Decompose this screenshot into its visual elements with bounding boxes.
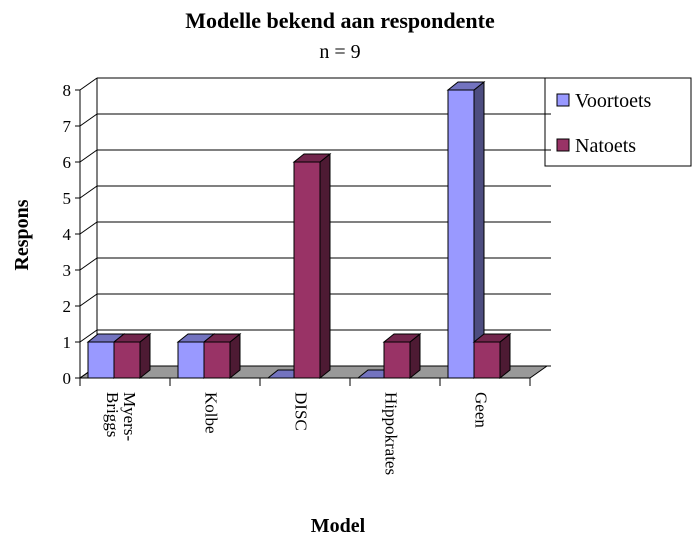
chart-title: Modelle bekend aan respondente	[185, 8, 495, 33]
y-axis-label: Respons	[11, 199, 33, 270]
bar	[203, 341, 231, 379]
grid-line	[79, 221, 98, 235]
bar	[293, 161, 321, 379]
y-tick-label: 6	[63, 153, 72, 172]
legend-swatch	[556, 93, 570, 107]
x-tick-label: Geen	[471, 392, 491, 428]
y-tick-label: 1	[63, 333, 72, 352]
legend-label: Natoets	[575, 135, 636, 157]
grid-line	[79, 329, 98, 343]
x-tick-label: Hippokrates	[381, 392, 401, 476]
grid-line	[79, 293, 98, 307]
bar	[383, 341, 411, 379]
y-tick-label: 2	[63, 297, 72, 316]
bar	[447, 89, 475, 379]
grid-line	[79, 77, 98, 91]
y-tick-label: 4	[63, 225, 72, 244]
bar-side	[319, 152, 331, 380]
grid-line	[79, 257, 98, 271]
grid-line	[79, 113, 98, 127]
grid-line	[79, 149, 98, 163]
x-tick-label: Kolbe	[201, 392, 221, 434]
bar	[113, 341, 141, 379]
legend-label: Voortoets	[575, 90, 652, 112]
x-axis-label: Model	[311, 515, 366, 537]
bar-side	[473, 80, 485, 380]
y-tick-label: 8	[63, 81, 72, 100]
bar	[177, 341, 205, 379]
y-tick-label: 3	[63, 261, 72, 280]
bar	[473, 341, 501, 379]
chart-subtitle: n = 9	[319, 41, 360, 63]
legend-swatch	[556, 138, 570, 152]
x-tick-label: DISC	[291, 392, 311, 431]
y-tick-label: 0	[63, 369, 72, 388]
y-tick-label: 7	[63, 117, 72, 136]
grid-line	[79, 185, 98, 199]
x-tick-label: Myers- Briggs	[103, 392, 139, 442]
y-tick-label: 5	[63, 189, 72, 208]
bar	[87, 341, 115, 379]
